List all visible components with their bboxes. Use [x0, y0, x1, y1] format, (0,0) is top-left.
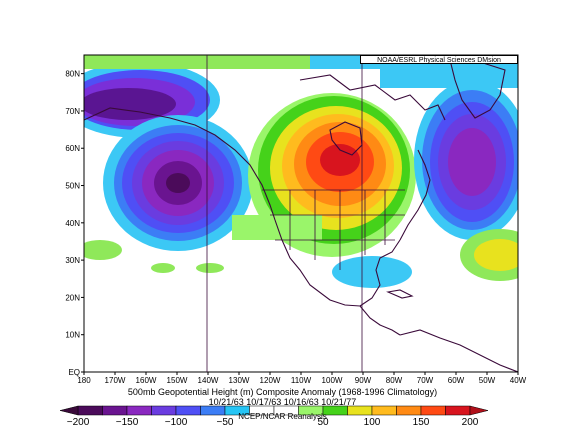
colorbar-label: 200	[462, 417, 479, 428]
lat-label: EQ	[68, 368, 80, 377]
hudson-bay	[329, 121, 363, 156]
lon-label: 110W	[291, 376, 312, 385]
lat-label: 50N	[65, 182, 80, 191]
lon-label: 180	[77, 376, 91, 385]
greenland	[449, 59, 506, 119]
lon-label: 80W	[386, 376, 403, 385]
lon-label: 90W	[355, 376, 372, 385]
colorbar-label: 50	[317, 417, 329, 428]
credit-label: NOAA/ESRL Physical Sciences DMsion	[360, 55, 518, 64]
lat-label: 10N	[65, 331, 80, 340]
arctic-islands	[299, 74, 446, 121]
colorbar-label: −200	[67, 417, 90, 428]
gulf-coast	[359, 239, 401, 307]
south-america	[399, 329, 518, 372]
negative-anomaly-gulf-of-alaska	[103, 115, 253, 251]
colorbar-arrow-low	[59, 405, 79, 416]
east-coast	[399, 149, 431, 241]
colorbar-label: −50	[217, 417, 234, 428]
colorbar-arrow-high	[469, 405, 489, 416]
negative-anomaly-atlantic	[414, 80, 518, 240]
map-title: 500mb Geopotential Height (m) Composite …	[127, 387, 438, 397]
lat-label: 20N	[65, 293, 80, 302]
longitude-ticks: 180 170W 160W 150W 140W 130W 120W 110W 100W 90W 80…	[77, 372, 527, 385]
lon-label: 120W	[260, 376, 281, 385]
map-dates: 10/21/63 10/17/63 10/16/63 10/21/77	[208, 397, 357, 407]
lon-label: 40W	[510, 376, 527, 385]
lat-label: 40N	[65, 219, 80, 228]
lon-label: 160W	[136, 376, 157, 385]
lat-label: 80N	[65, 70, 80, 79]
latitude-ticks: 80N 70N 60N 50N 40N 30N 20N 10N EQ	[65, 70, 84, 377]
colorbar: −200 −150 −100 −50 50 100 150 200	[59, 405, 489, 428]
coastlines	[84, 59, 518, 372]
north-america-west-coast	[274, 219, 361, 307]
colorbar-label: −150	[116, 417, 139, 428]
lon-label: 170W	[105, 376, 126, 385]
lon-label: 70W	[417, 376, 434, 385]
colorbar-label: 150	[413, 417, 430, 428]
lat-label: 60N	[65, 144, 80, 153]
lon-label: 150W	[167, 376, 188, 385]
lat-label: 30N	[65, 256, 80, 265]
lon-label: 60W	[448, 376, 465, 385]
colorbar-label: −100	[165, 417, 188, 428]
state-lines	[262, 189, 405, 270]
lon-label: 130W	[229, 376, 250, 385]
lon-label: 140W	[198, 376, 219, 385]
cuba	[386, 289, 414, 299]
lon-label: 100W	[322, 376, 343, 385]
lat-label: 70N	[65, 107, 80, 116]
alaska-coast	[84, 107, 276, 221]
central-america	[359, 305, 401, 336]
map-source: NCEP/NCAR Reanalysis	[238, 412, 327, 421]
lon-label: 50W	[479, 376, 496, 385]
colorbar-label: 100	[364, 417, 381, 428]
